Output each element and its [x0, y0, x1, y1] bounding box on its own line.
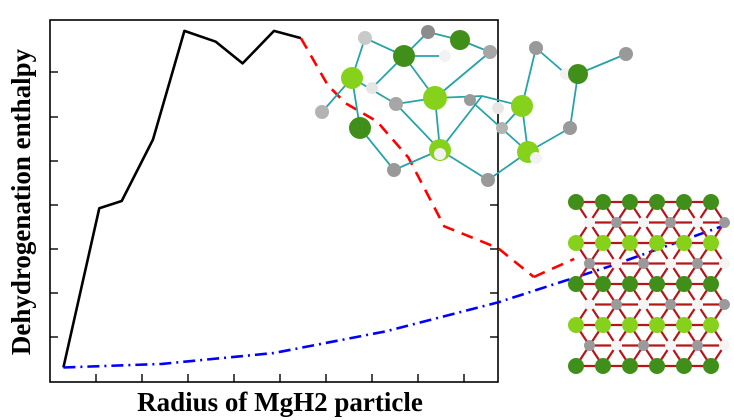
- lattice-atom-h: [611, 299, 622, 310]
- cluster-atom-mg: [450, 30, 470, 50]
- lattice-atom-h: [584, 299, 595, 310]
- lattice-atom-mg: [595, 194, 611, 210]
- cluster-atom-h: [387, 163, 401, 177]
- y-ticks: [50, 71, 498, 338]
- cluster-atom-h: [619, 47, 633, 61]
- lattice-atom-mg: [622, 276, 638, 292]
- lattice-atom-h: [719, 217, 730, 228]
- lattice-atom-mg: [649, 194, 665, 210]
- cluster-atom-mg: [349, 117, 371, 139]
- cluster-atom-h: [421, 25, 435, 39]
- lattice-atom-h: [692, 258, 703, 269]
- cluster-atom-h: [530, 152, 542, 164]
- mgh2-lattice-illustration: [568, 194, 730, 374]
- lattice-atom-mg: [568, 276, 584, 292]
- lattice-atom-mg: [595, 276, 611, 292]
- lattice-atom-h: [719, 340, 730, 351]
- cluster-atom-h: [434, 148, 446, 160]
- lattice-atom-h: [665, 299, 676, 310]
- lattice-atom-mg: [622, 358, 638, 374]
- lattice-atom-mg: [622, 235, 638, 251]
- cluster-atom-mg: [393, 45, 415, 67]
- lattice-atom-h: [584, 258, 595, 269]
- lattice-atom-mg: [595, 358, 611, 374]
- lattice-atom-h: [638, 340, 649, 351]
- cluster-atom-h: [464, 94, 476, 106]
- cluster-bonds: [321, 31, 627, 181]
- lattice-atom-h: [584, 217, 595, 228]
- lattice-atom-mg: [703, 358, 719, 374]
- lattice-atom-mg: [649, 235, 665, 251]
- series-line-solid-1: [62, 29, 302, 368]
- y-axis-title: Dehydrogenation enthalpy: [6, 48, 36, 355]
- mgh-cluster-illustration: [315, 25, 633, 187]
- plot-area: [49, 19, 723, 383]
- cluster-atom-mg: [511, 95, 533, 117]
- lattice-atom-mg: [703, 194, 719, 210]
- cluster-atom-h: [481, 173, 495, 187]
- lattice-atom-h: [719, 258, 730, 269]
- lattice-atom-h: [638, 217, 649, 228]
- lattice-atom-h: [719, 299, 730, 310]
- series-line-dashdot-4: [63, 225, 723, 369]
- cluster-atom-h: [496, 122, 508, 134]
- lattice-atom-mg: [649, 317, 665, 333]
- cluster-atom-h: [563, 121, 577, 135]
- lattice-atom-mg: [595, 317, 611, 333]
- lattice-atom-h: [665, 340, 676, 351]
- plot-frame: [49, 19, 499, 383]
- cluster-atom-mg: [568, 64, 588, 84]
- lattice-atom-mg: [676, 358, 692, 374]
- lattice-atom-h: [611, 258, 622, 269]
- lattice-atom-mg: [595, 235, 611, 251]
- x-ticks: [95, 374, 465, 382]
- cluster-atoms: [315, 25, 633, 187]
- lattice-atom-mg: [568, 235, 584, 251]
- lattice-atom-mg: [649, 358, 665, 374]
- x-axis-title: Radius of MgH2 particle: [137, 387, 423, 417]
- lattice-atom-h: [692, 340, 703, 351]
- lattice-atom-h: [611, 340, 622, 351]
- cluster-atom-mg: [423, 86, 447, 110]
- lattice-atom-h: [584, 340, 595, 351]
- cluster-atom-mg: [341, 67, 363, 89]
- lattice-atom-mg: [703, 235, 719, 251]
- lattice-atom-mg: [622, 194, 638, 210]
- lattice-atom-mg: [622, 317, 638, 333]
- cluster-atom-h: [529, 41, 543, 55]
- lattice-atom-mg: [568, 194, 584, 210]
- lattice-atom-h: [665, 258, 676, 269]
- lattice-atoms: [568, 194, 730, 374]
- lattice-atom-mg: [676, 235, 692, 251]
- cluster-atom-h: [492, 102, 504, 114]
- lattice-atom-mg: [568, 317, 584, 333]
- series-line-dashed-2: [299, 37, 535, 279]
- lattice-atom-h: [611, 217, 622, 228]
- lattice-atom-h: [692, 217, 703, 228]
- cluster-atom-h: [358, 31, 372, 45]
- lattice-atom-mg: [568, 358, 584, 374]
- cluster-atom-h: [315, 105, 329, 119]
- cluster-atom-h: [366, 82, 378, 94]
- lattice-atom-mg: [649, 276, 665, 292]
- lattice-atom-mg: [676, 194, 692, 210]
- lattice-atom-mg: [676, 317, 692, 333]
- lattice-atom-mg: [703, 317, 719, 333]
- cluster-atom-h: [439, 50, 451, 62]
- lattice-atom-h: [692, 299, 703, 310]
- cluster-atom-h: [389, 97, 403, 111]
- lattice-atom-h: [638, 299, 649, 310]
- lattice-atom-mg: [676, 276, 692, 292]
- series-line-dashed-3: [533, 257, 575, 279]
- series-layer: [62, 29, 723, 369]
- lattice-atom-h: [638, 258, 649, 269]
- lattice-atom-h: [665, 217, 676, 228]
- lattice-atom-mg: [703, 276, 719, 292]
- cluster-atom-h: [483, 45, 497, 59]
